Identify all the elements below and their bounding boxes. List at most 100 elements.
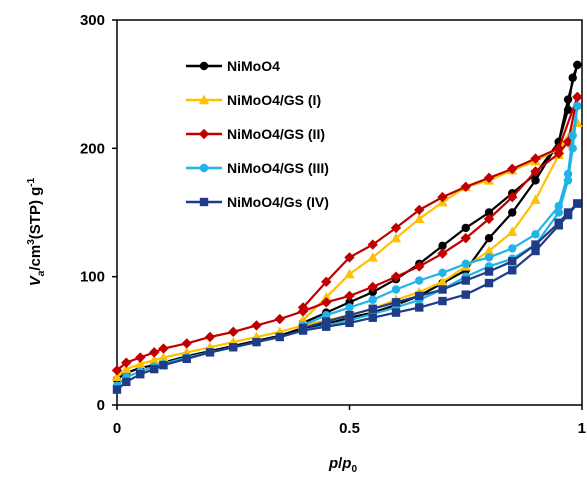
- data-point: [563, 169, 573, 179]
- data-point: [204, 331, 216, 343]
- data-point: [158, 352, 169, 362]
- data-point: [531, 240, 540, 249]
- y-title-unit-pre: /cm: [27, 245, 44, 271]
- data-point: [252, 337, 261, 347]
- data-point: [368, 304, 377, 313]
- x-axis-title: p/p0: [328, 455, 358, 475]
- data-point: [438, 296, 447, 306]
- x-title-p: p: [328, 455, 338, 472]
- data-point: [461, 259, 470, 269]
- data-point: [484, 253, 494, 262]
- legend-marker: [198, 94, 210, 105]
- data-point: [345, 318, 354, 328]
- data-point: [437, 248, 448, 259]
- data-point: [438, 285, 447, 294]
- data-point: [461, 223, 470, 233]
- y-tick-label: 100: [80, 269, 105, 286]
- data-point: [368, 295, 377, 304]
- data-point: [484, 278, 494, 288]
- data-point: [391, 285, 401, 294]
- legend-label: NiMoO4/GS (I): [227, 92, 321, 108]
- data-point: [345, 303, 354, 312]
- data-point: [390, 232, 402, 243]
- data-point: [414, 261, 425, 272]
- data-point: [573, 101, 582, 111]
- series-5: [112, 199, 582, 394]
- x-tick-label: 0.5: [339, 420, 360, 437]
- data-point: [158, 343, 169, 354]
- data-point: [437, 191, 448, 203]
- data-point: [112, 385, 122, 394]
- data-point: [205, 348, 215, 357]
- data-point: [461, 276, 470, 285]
- data-point: [531, 176, 540, 185]
- data-point: [228, 326, 239, 338]
- data-point: [484, 267, 494, 276]
- y-title-unit-mid: (STP) g: [27, 187, 44, 240]
- data-point: [483, 213, 495, 225]
- data-point: [297, 302, 309, 313]
- data-point: [122, 377, 131, 387]
- data-point: [414, 213, 425, 224]
- data-point: [484, 208, 494, 217]
- data-point: [390, 271, 402, 282]
- data-point: [321, 276, 332, 287]
- legend-marker: [198, 128, 210, 140]
- data-point: [507, 163, 518, 175]
- axis-titles: p/p0 Va/cm3(STP) g-1: [26, 177, 357, 475]
- data-point: [344, 252, 355, 263]
- series-1: [112, 60, 582, 384]
- data-point: [554, 218, 563, 227]
- data-point: [159, 361, 168, 370]
- data-point: [344, 290, 355, 302]
- data-point: [111, 365, 123, 376]
- data-point: [562, 136, 574, 148]
- legend-item: NiMoO4/GS (I): [186, 92, 321, 108]
- series-3: [111, 91, 583, 376]
- data-point: [531, 230, 540, 239]
- data-point: [135, 352, 146, 363]
- y-title-vsub: a: [36, 270, 47, 276]
- data-point: [530, 153, 541, 164]
- data-point: [149, 354, 160, 365]
- y-title-sup3: 3: [26, 239, 37, 245]
- data-point: [437, 276, 448, 286]
- data-point: [553, 143, 564, 154]
- data-point: [572, 91, 583, 103]
- data-point: [322, 317, 331, 326]
- data-point: [438, 241, 447, 251]
- data-point: [460, 181, 471, 193]
- data-point: [461, 290, 470, 299]
- data-point: [322, 310, 331, 320]
- legend-label: NiMoO4/Gs (IV): [227, 194, 329, 210]
- data-point: [367, 281, 378, 293]
- data-point: [415, 303, 424, 312]
- data-point: [322, 322, 331, 331]
- data-point: [149, 347, 160, 358]
- data-point: [415, 276, 424, 285]
- series-4: [112, 101, 582, 390]
- data-point: [484, 233, 494, 243]
- y-tick-label: 0: [97, 397, 105, 414]
- data-point: [321, 292, 332, 302]
- data-point: [530, 166, 541, 177]
- data-point: [554, 201, 563, 211]
- data-point: [367, 252, 378, 262]
- data-point: [298, 323, 308, 333]
- x-title-sub: 0: [351, 464, 357, 475]
- data-point: [563, 208, 573, 217]
- data-point: [508, 257, 517, 266]
- data-point: [344, 268, 355, 279]
- legend-label: NiMoO4: [227, 58, 280, 74]
- data-point: [530, 194, 541, 204]
- data-point: [563, 95, 573, 104]
- data-point: [111, 371, 123, 381]
- y-tick-label: 200: [80, 140, 105, 157]
- data-point: [275, 332, 284, 342]
- data-point: [508, 266, 517, 275]
- series-layer: [111, 60, 583, 394]
- legend-label: NiMoO4/GS (II): [227, 126, 325, 142]
- data-point: [251, 320, 262, 331]
- data-point: [390, 222, 402, 234]
